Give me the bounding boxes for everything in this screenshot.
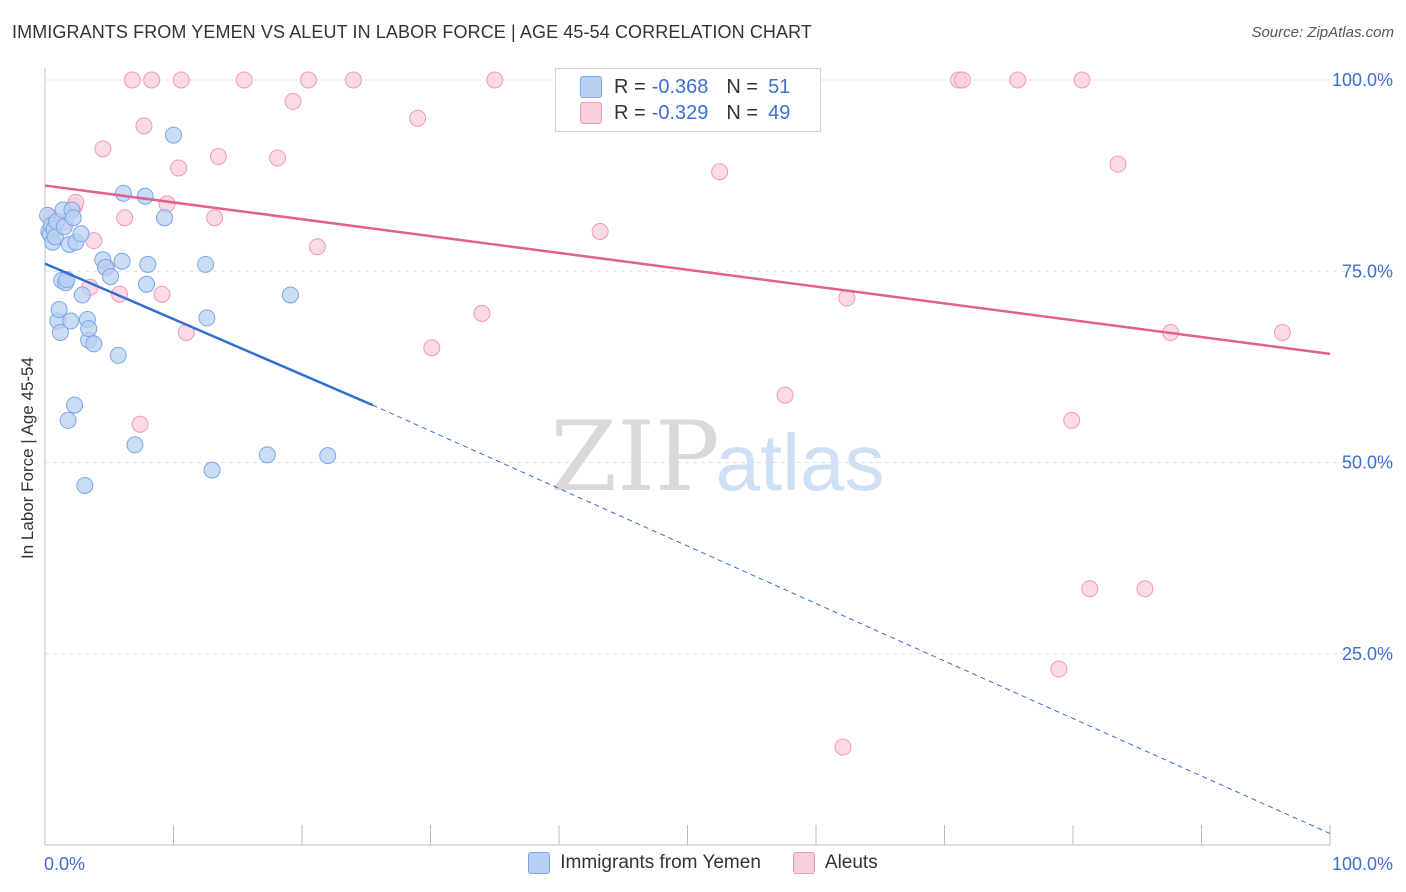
point-yemen (165, 126, 182, 144)
point-aleuts (170, 159, 188, 177)
point-aleuts (834, 738, 852, 756)
point-aleuts (486, 71, 504, 89)
point-aleuts (131, 415, 149, 433)
point-yemen (126, 436, 144, 454)
point-aleuts (1063, 411, 1081, 429)
series-label-aleuts: Aleuts (824, 852, 878, 873)
y-tick-label: 75.0% (1342, 261, 1393, 281)
point-aleuts (235, 71, 253, 89)
point-yemen (73, 286, 91, 304)
series-legend: Immigrants from Yemen Aleuts (0, 852, 1406, 874)
legend-r-value: -0.329 (651, 101, 709, 124)
point-yemen (102, 268, 120, 286)
watermark-zip: ZIP (550, 401, 719, 513)
trendline-yemen-extension (372, 404, 1331, 834)
x-tick-label: 100.0% (1332, 854, 1393, 874)
point-aleuts (1073, 71, 1091, 89)
x-tick-label: 0.0% (44, 854, 85, 874)
series-swatch-yemen (528, 852, 551, 874)
watermark-atlas: atlas (716, 418, 885, 507)
point-aleuts (473, 304, 491, 322)
chart-title: IMMIGRANTS FROM YEMEN VS ALEUT IN LABOR … (12, 22, 813, 42)
point-yemen (66, 396, 84, 414)
point-aleuts (953, 71, 971, 89)
y-axis-label: In Labor Force | Age 45-54 (18, 357, 37, 559)
legend-n-label: N = (726, 101, 759, 124)
point-aleuts (1109, 155, 1127, 173)
point-yemen (138, 275, 156, 293)
point-yemen (62, 312, 80, 330)
point-yemen (136, 187, 154, 205)
point-yemen (319, 447, 337, 465)
y-tick-label: 50.0% (1342, 453, 1393, 473)
point-aleuts (409, 109, 427, 127)
point-yemen (114, 184, 132, 202)
legend-n-value: 51 (768, 75, 791, 98)
point-yemen (72, 225, 90, 243)
point-aleuts (94, 140, 112, 158)
point-yemen (50, 301, 68, 318)
point-yemen (51, 323, 69, 341)
point-aleuts (1273, 323, 1291, 341)
correlation-legend: R = -0.368 N = 51 R = -0.329 N = 49 (555, 68, 821, 132)
legend-r-label: R = (614, 101, 646, 124)
legend-row-aleuts: R = -0.329 N = 49 (580, 100, 790, 126)
point-aleuts (116, 209, 134, 227)
legend-r-value: -0.368 (651, 75, 709, 98)
trendline-yemen (44, 262, 374, 407)
series-legend-item-yemen: Immigrants from Yemen (528, 852, 761, 874)
point-aleuts (158, 195, 176, 213)
point-aleuts (206, 209, 224, 227)
point-aleuts (284, 92, 302, 110)
point-yemen (59, 411, 77, 429)
point-aleuts (1136, 580, 1154, 598)
y-tick-label: 25.0% (1342, 644, 1393, 664)
legend-swatch-yemen (580, 76, 602, 98)
point-yemen (198, 309, 216, 327)
point-aleuts (308, 238, 326, 256)
point-aleuts (776, 386, 794, 404)
legend-row-yemen: R = -0.368 N = 51 (580, 74, 790, 100)
point-aleuts (344, 71, 362, 89)
point-yemen (156, 209, 174, 227)
point-yemen (139, 255, 157, 273)
point-aleuts (1050, 660, 1068, 678)
point-aleuts (143, 71, 161, 89)
point-aleuts (423, 339, 441, 357)
legend-n-value: 49 (768, 101, 791, 124)
point-aleuts (153, 285, 171, 303)
point-aleuts (711, 163, 729, 181)
point-aleuts (209, 148, 227, 165)
point-aleuts (135, 117, 153, 135)
trendline-aleuts (44, 184, 1331, 356)
point-yemen (281, 286, 299, 304)
point-yemen (197, 255, 215, 273)
point-yemen (80, 320, 98, 338)
point-aleuts (299, 71, 317, 89)
point-aleuts (172, 71, 190, 89)
point-yemen (109, 346, 127, 364)
series-legend-item-aleuts: Aleuts (792, 852, 878, 874)
point-aleuts (591, 222, 609, 240)
series-swatch-aleuts (792, 852, 815, 874)
point-yemen (64, 209, 82, 227)
point-aleuts (123, 71, 141, 89)
point-yemen (76, 476, 94, 494)
point-yemen (258, 446, 276, 464)
point-aleuts (1009, 71, 1027, 89)
point-yemen (85, 335, 103, 353)
series-label-yemen: Immigrants from Yemen (560, 852, 761, 873)
y-tick-label: 100.0% (1332, 70, 1393, 90)
point-aleuts (269, 149, 287, 167)
point-aleuts (1081, 580, 1099, 598)
point-yemen (203, 461, 221, 479)
legend-n-label: N = (726, 75, 759, 98)
legend-swatch-aleuts (580, 102, 602, 124)
legend-r-label: R = (614, 75, 646, 98)
source-label: Source: ZipAtlas.com (1251, 24, 1394, 41)
point-yemen (113, 252, 131, 270)
